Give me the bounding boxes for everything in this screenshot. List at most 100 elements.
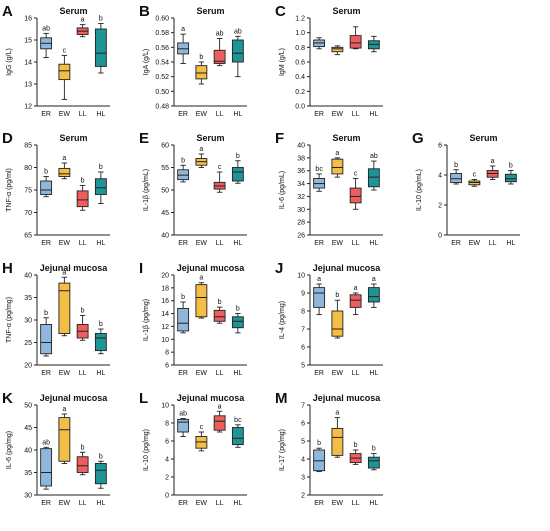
panel-b: B Serum IgA (g/L) 0.48 0.50 0.52 0.54 0.56 0.58 0… <box>139 3 247 118</box>
x-tick-label-f: LL <box>352 240 360 247</box>
box-j-ew: b <box>331 292 344 339</box>
x-tick-label-h: LL <box>79 370 87 377</box>
y-tick-label-m: 2 <box>301 493 305 500</box>
y-tick-label-e: 60 <box>161 143 169 150</box>
y-tick-label-l: 4 <box>165 457 169 464</box>
y-tick-label-l: 0 <box>165 493 169 500</box>
sig-letter-i: b <box>236 306 240 313</box>
panel-e: E Serum IL-1β (pg/mL) 40 45 50 55 60 ER EW LL HL b a c… <box>139 130 247 247</box>
y-tick-label-c: 0.6 <box>295 60 305 67</box>
x-tick-label-d: LL <box>79 240 87 247</box>
panel-i: I Jejunal mucosa IL-1β (pg/mg) 6 8 10 12 14 16 18… <box>139 260 247 377</box>
box-j-er: a <box>313 276 326 316</box>
x-tick-label-l: HL <box>233 500 242 507</box>
panel-g: G Serum IL-10 (pg/mL) 0 2 4 6 ER EW LL HL b c a b <box>412 130 520 247</box>
y-tick-label-b: 0.52 <box>155 74 169 81</box>
y-tick-label-e: 55 <box>161 165 169 172</box>
panel-d: D Serum TNF-α (pg/ml) 65 70 75 80 85 ER EW LL HL b a b… <box>2 130 110 247</box>
y-axis-label-i: IL-1β (pg/mg) <box>143 299 150 341</box>
sig-letter-a: ab <box>42 25 50 32</box>
box-body-g <box>504 173 517 183</box>
box-body-f <box>331 158 344 175</box>
x-tick-label-k: EW <box>59 500 71 507</box>
sig-letter-g: c <box>473 172 477 179</box>
sig-letter-j: a <box>372 276 376 283</box>
x-tick-label-k: HL <box>96 500 105 507</box>
x-tick-label-a: LL <box>79 111 87 118</box>
box-body-d <box>76 190 89 208</box>
box-body-i <box>177 307 190 332</box>
y-tick-label-d: 75 <box>24 188 32 195</box>
sig-letter-a: a <box>81 17 85 24</box>
x-tick-label-l: ER <box>178 500 188 507</box>
y-tick-label-m: 4 <box>301 457 305 464</box>
sig-letter-h: b <box>81 308 85 315</box>
x-tick-label-m: ER <box>314 500 324 507</box>
box-m-ll: b <box>349 442 362 465</box>
panel-letter-i: I <box>139 260 143 277</box>
sig-letter-k: ab <box>42 439 50 446</box>
box-b-hl: ab <box>231 28 244 78</box>
panel-title-f: Serum <box>332 133 360 143</box>
sig-letter-a: c <box>63 47 67 54</box>
box-body-a <box>94 28 107 67</box>
y-axis-label-f: IL-6 (pg/mL) <box>279 171 286 209</box>
sig-letter-e: b <box>181 157 185 164</box>
x-tick-label-m: HL <box>369 500 378 507</box>
box-h-er: b <box>40 310 53 357</box>
box-f-hl: ab <box>367 153 380 191</box>
x-tick-label-g: ER <box>451 240 461 247</box>
y-tick-label-k: 30 <box>24 493 32 500</box>
box-j-hl: a <box>367 276 380 308</box>
panel-title-j: Jejunal mucosa <box>313 263 382 273</box>
y-tick-label-d: 70 <box>24 210 32 217</box>
sig-letter-l: a <box>218 403 222 410</box>
y-tick-label-f: 40 <box>297 143 305 150</box>
x-tick-label-c: ER <box>314 111 324 118</box>
box-c-ll <box>349 26 362 50</box>
panel-f: F Serum IL-6 (pg/mL) 26 28 30 32 34 36 38 40 ER EW LL… <box>275 130 383 247</box>
box-l-er: ab <box>177 411 190 437</box>
box-l-ew: c <box>195 424 208 452</box>
box-d-ew: a <box>58 155 71 180</box>
x-tick-label-k: LL <box>79 500 87 507</box>
box-body-d <box>58 167 71 177</box>
box-b-ew: b <box>195 54 208 85</box>
box-h-ll: b <box>76 308 89 341</box>
panel-title-m: Jejunal mucosa <box>313 393 382 403</box>
y-tick-label-f: 32 <box>297 194 305 201</box>
y-tick-label-i: 6 <box>165 363 169 370</box>
y-tick-label-j: 9 <box>301 291 305 298</box>
x-tick-label-e: LL <box>216 240 224 247</box>
box-a-ll: a <box>76 17 89 38</box>
sig-letter-m: a <box>335 410 339 417</box>
panel-letter-b: B <box>139 3 150 20</box>
y-axis-label-k: IL-6 (pg/mg) <box>6 431 13 469</box>
y-axis-label-c: IgM (g/L) <box>279 48 286 76</box>
y-tick-label-m: 6 <box>301 421 305 428</box>
box-m-er: b <box>313 440 326 473</box>
box-body-c <box>349 35 362 49</box>
box-body-i <box>195 284 208 318</box>
x-tick-label-i: EW <box>196 370 208 377</box>
y-tick-label-c: 1.0 <box>295 30 305 37</box>
y-axis-label-j: IL-4 (pg/mg) <box>279 301 286 339</box>
sig-letter-f: ab <box>370 153 378 160</box>
panel-letter-l: L <box>139 390 148 407</box>
box-g-ll: a <box>486 158 499 180</box>
sig-letter-k: b <box>81 444 85 451</box>
box-f-er: bc <box>313 166 326 192</box>
sig-letter-l: ab <box>179 411 187 418</box>
y-tick-label-d: 85 <box>24 143 32 150</box>
box-body-i <box>213 309 226 322</box>
x-tick-label-j: EW <box>332 370 344 377</box>
panel-title-g: Serum <box>469 133 497 143</box>
y-tick-label-a: 15 <box>24 38 32 45</box>
box-body-i <box>231 316 244 329</box>
x-tick-label-b: ER <box>178 111 188 118</box>
y-axis-label-l: IL-10 (pg/mg) <box>143 429 150 471</box>
sig-letter-i: b <box>181 294 185 301</box>
y-tick-label-h: 35 <box>24 295 32 302</box>
y-tick-label-j: 10 <box>297 273 305 280</box>
